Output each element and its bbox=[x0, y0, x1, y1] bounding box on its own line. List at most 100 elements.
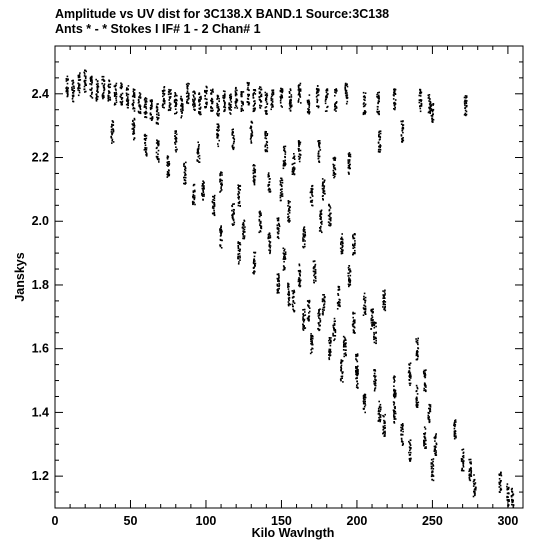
data-point bbox=[149, 113, 152, 116]
data-point bbox=[222, 95, 224, 97]
data-point bbox=[206, 89, 208, 92]
data-point bbox=[416, 358, 419, 360]
data-point bbox=[319, 313, 321, 315]
data-point bbox=[232, 224, 234, 226]
data-point bbox=[71, 98, 74, 100]
data-point bbox=[378, 95, 380, 98]
data-point bbox=[393, 380, 396, 382]
data-point bbox=[198, 144, 200, 146]
data-point bbox=[217, 127, 220, 129]
data-point bbox=[237, 193, 239, 195]
data-point bbox=[317, 140, 320, 142]
data-point bbox=[253, 251, 255, 254]
data-point bbox=[375, 337, 377, 340]
data-point bbox=[333, 156, 336, 159]
data-point bbox=[498, 486, 501, 488]
data-point bbox=[243, 220, 246, 222]
data-point bbox=[400, 430, 402, 432]
data-point bbox=[110, 137, 113, 139]
data-point bbox=[462, 451, 465, 454]
data-point bbox=[145, 99, 147, 102]
data-point bbox=[232, 219, 235, 222]
data-point bbox=[352, 331, 355, 334]
data-point bbox=[243, 237, 246, 239]
data-point bbox=[281, 185, 283, 188]
data-point bbox=[354, 312, 356, 315]
data-point bbox=[298, 141, 301, 144]
data-point bbox=[163, 106, 165, 109]
data-point bbox=[276, 273, 279, 276]
data-point bbox=[453, 423, 455, 425]
data-point bbox=[354, 244, 356, 246]
data-point bbox=[330, 351, 332, 353]
data-point bbox=[308, 317, 310, 320]
data-point bbox=[220, 186, 222, 188]
data-point bbox=[425, 446, 427, 448]
data-point bbox=[137, 99, 140, 101]
data-point bbox=[424, 437, 427, 439]
data-point bbox=[469, 468, 471, 471]
data-point bbox=[271, 100, 274, 102]
data-point bbox=[328, 350, 330, 352]
data-point bbox=[341, 372, 344, 375]
data-point bbox=[237, 257, 239, 259]
data-point bbox=[169, 97, 171, 100]
data-point bbox=[424, 432, 427, 434]
data-point bbox=[309, 191, 312, 194]
data-point bbox=[345, 353, 347, 356]
data-point bbox=[112, 124, 114, 126]
data-point bbox=[115, 101, 118, 103]
data-point bbox=[384, 433, 386, 436]
data-point bbox=[198, 100, 200, 102]
data-point bbox=[114, 88, 117, 90]
data-point bbox=[374, 378, 376, 381]
data-point bbox=[283, 149, 286, 152]
data-point bbox=[363, 98, 365, 101]
data-point bbox=[338, 303, 340, 306]
data-point bbox=[90, 93, 93, 95]
data-point bbox=[113, 92, 116, 94]
data-point bbox=[192, 203, 194, 206]
data-point bbox=[231, 145, 234, 148]
data-point bbox=[348, 172, 350, 174]
data-point bbox=[316, 90, 319, 92]
data-point bbox=[168, 88, 170, 91]
data-point bbox=[374, 382, 377, 385]
data-point bbox=[185, 161, 187, 164]
data-point bbox=[288, 221, 290, 223]
data-point bbox=[371, 316, 374, 318]
data-point bbox=[280, 195, 283, 197]
data-point bbox=[401, 138, 404, 141]
data-point bbox=[287, 283, 290, 285]
data-point bbox=[91, 76, 93, 79]
data-point bbox=[353, 243, 356, 245]
data-point bbox=[198, 112, 201, 115]
data-point bbox=[343, 343, 345, 345]
data-point bbox=[393, 388, 395, 391]
data-point bbox=[218, 126, 220, 128]
data-point bbox=[362, 96, 365, 98]
data-point bbox=[464, 109, 467, 112]
data-point bbox=[269, 190, 272, 193]
data-point bbox=[349, 269, 352, 272]
data-point bbox=[238, 261, 240, 263]
data-point bbox=[283, 255, 285, 258]
data-point bbox=[306, 111, 309, 113]
data-point bbox=[290, 96, 293, 98]
data-point bbox=[277, 222, 280, 225]
data-point bbox=[173, 101, 176, 103]
data-point bbox=[338, 298, 341, 301]
data-point bbox=[222, 90, 225, 92]
data-point bbox=[282, 167, 285, 170]
data-point bbox=[242, 237, 245, 239]
data-point bbox=[277, 280, 279, 282]
data-point bbox=[340, 252, 343, 255]
data-point bbox=[133, 131, 135, 134]
data-point bbox=[239, 185, 242, 187]
data-point bbox=[198, 104, 201, 107]
data-point bbox=[500, 471, 502, 474]
data-point bbox=[427, 94, 430, 97]
data-point bbox=[392, 98, 395, 100]
data-point bbox=[349, 167, 351, 170]
data-point bbox=[384, 309, 387, 312]
